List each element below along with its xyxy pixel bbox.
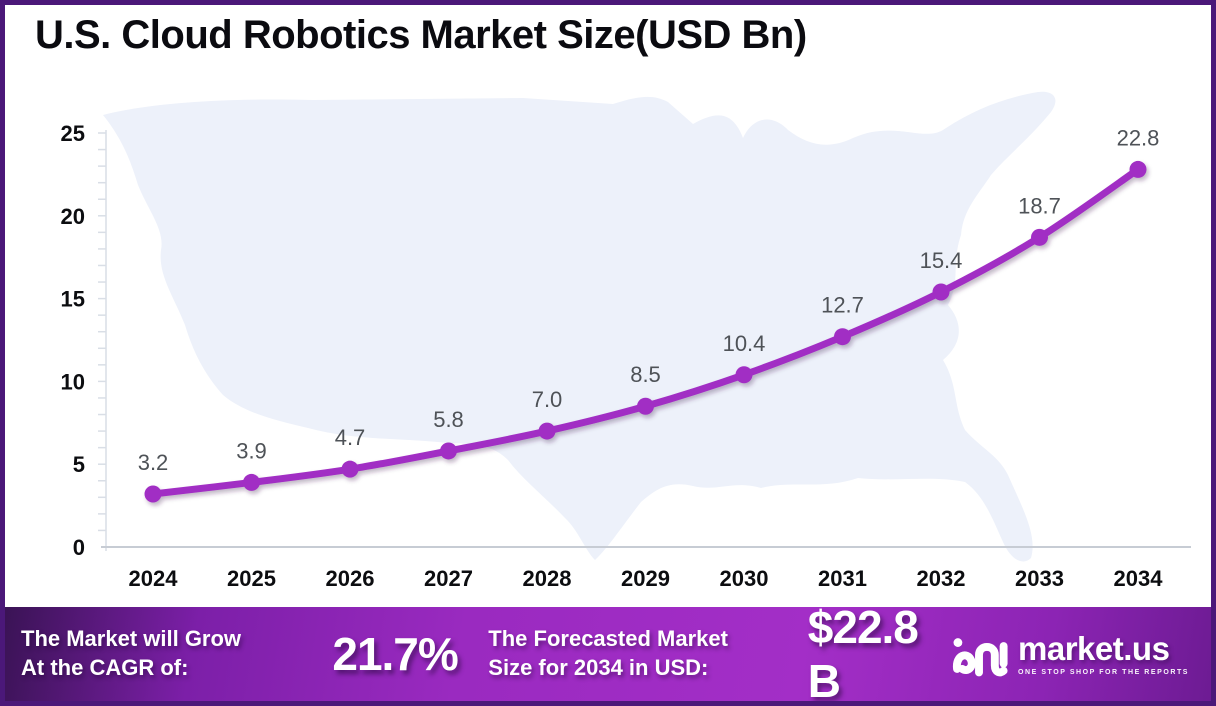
data-point (834, 328, 851, 346)
data-label: 5.8 (433, 407, 464, 432)
series-line-group (144, 160, 1147, 503)
us-map-silhouette (103, 91, 1056, 562)
data-point (440, 442, 457, 460)
marketus-logo-tagline: ONE STOP SHOP FOR THE REPORTS (1018, 669, 1189, 676)
data-label: 10.4 (723, 331, 766, 356)
x-tick-label: 2031 (818, 566, 867, 591)
forecast-value: $22.8 B (807, 601, 919, 706)
data-point (144, 485, 162, 503)
x-tick-label: 2034 (1114, 566, 1164, 591)
page-title: U.S. Cloud Robotics Market Size(USD Bn) (35, 13, 807, 57)
x-tick-label: 2032 (917, 566, 966, 591)
y-tick-label: 0 (73, 535, 85, 560)
cagr-label: The Market will Grow At the CAGR of: (21, 626, 242, 680)
y-tick-label: 5 (73, 452, 85, 477)
data-point (243, 473, 260, 491)
data-point (341, 460, 359, 478)
x-tick-label: 2028 (523, 566, 572, 591)
data-point (538, 422, 556, 440)
y-tick-label: 10 (61, 369, 85, 394)
data-label: 3.2 (138, 450, 169, 475)
data-label: 8.5 (630, 362, 661, 387)
data-label: 12.7 (821, 293, 864, 318)
data-label: 15.4 (920, 248, 963, 273)
marketus-logo-text: market.us (1018, 630, 1170, 667)
marketus-logo-icon (953, 638, 1008, 677)
data-label: 18.7 (1018, 193, 1061, 218)
forecast-label: The Forecasted Market Size for 2034 in U… (488, 626, 728, 680)
data-label: 7.0 (532, 387, 563, 412)
x-tick-label: 2033 (1015, 566, 1064, 591)
bottom-banner: The Market will Grow At the CAGR of: 21.… (5, 601, 1211, 701)
y-tick-label: 15 (61, 287, 85, 312)
x-tick-label: 2026 (326, 566, 375, 591)
data-point (1031, 228, 1048, 246)
data-point (637, 397, 654, 415)
y-tick-label: 20 (61, 204, 85, 229)
data-point (735, 366, 753, 384)
marketus-logo[interactable]: market.us ONE STOP SHOP FOR THE REPORTS (950, 626, 1189, 682)
y-tick-label: 25 (61, 121, 85, 146)
cagr-value: 21.7% (332, 628, 458, 680)
data-label: 3.9 (236, 438, 267, 463)
x-tick-label: 2025 (227, 566, 276, 591)
data-label: 22.8 (1117, 125, 1160, 150)
data-point (932, 283, 950, 301)
data-label: 4.7 (335, 425, 366, 450)
x-tick-label: 2030 (720, 566, 769, 591)
x-tick-label: 2024 (129, 566, 179, 591)
x-tick-label: 2029 (621, 566, 670, 591)
x-tick-label: 2027 (424, 566, 473, 591)
data-point (1129, 160, 1147, 178)
